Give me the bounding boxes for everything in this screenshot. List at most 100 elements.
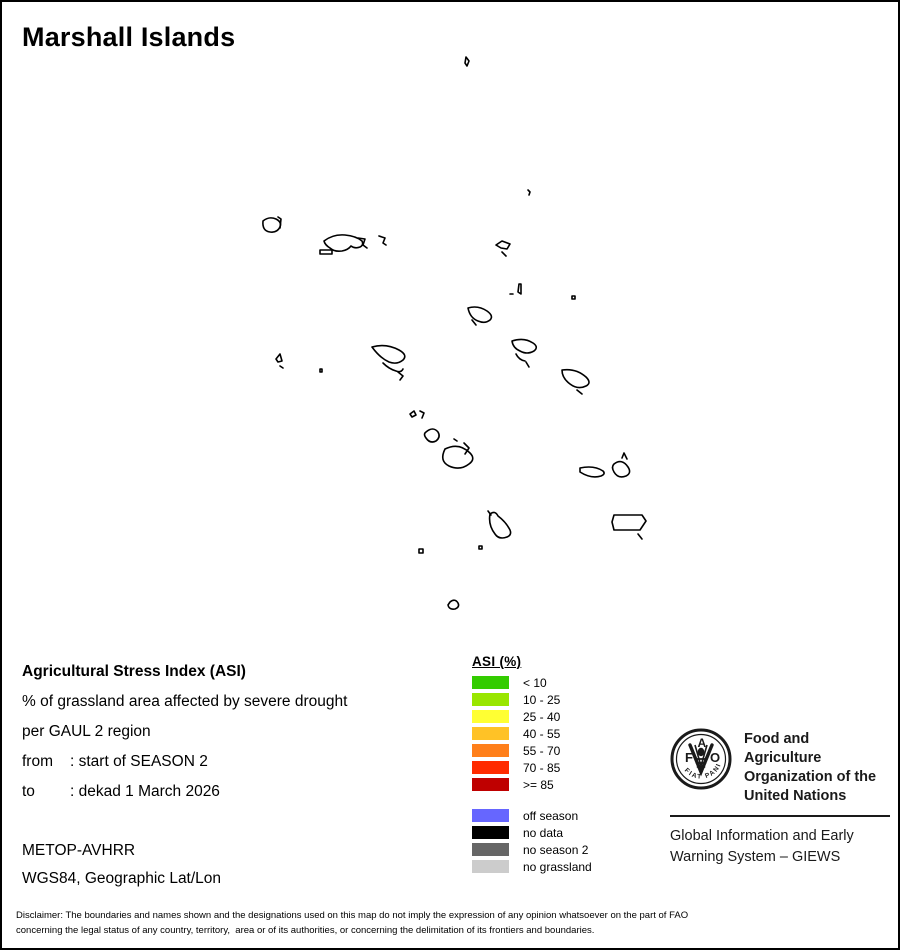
atoll-outline: [478, 545, 483, 550]
info-description-line-2: per GAUL 2 region: [22, 723, 151, 740]
info-period-from-value: : start of SEASON 2: [70, 753, 208, 770]
atoll-outline: [378, 235, 387, 246]
legend-status-swatch: [472, 809, 509, 822]
legend-status-row[interactable]: off season: [472, 807, 592, 824]
atoll-outline: [501, 251, 507, 257]
atoll-outline: [511, 338, 538, 354]
legend-class-label: 55 - 70: [523, 743, 561, 758]
atoll-outline: [423, 428, 440, 443]
atoll-outline: [561, 368, 590, 389]
legend-status-list: off season no data no season 2 no grassland: [472, 807, 592, 875]
info-projection: WGS84, Geographic Lat/Lon: [22, 870, 222, 887]
atoll-outline: [611, 460, 631, 478]
disclaimer-line-1: Disclaimer: The boundaries and names sho…: [16, 910, 689, 921]
legend-class-label: 10 - 25: [523, 692, 561, 707]
atoll-outline: [419, 410, 425, 419]
legend-class-label: 40 - 55: [523, 726, 561, 741]
info-description-line-1: % of grassland area affected by severe d…: [22, 693, 348, 710]
legend-class-row[interactable]: >= 85: [472, 776, 592, 793]
atoll-outline: [579, 466, 605, 478]
svg-text:F: F: [685, 750, 693, 765]
atoll-outline: [621, 452, 628, 460]
atoll-outline: [371, 344, 406, 364]
legend-class-row[interactable]: 25 - 40: [472, 708, 592, 725]
atoll-outline: [576, 389, 583, 395]
legend-status-swatch: [472, 826, 509, 839]
fao-emblem-icon: F A O FIAT PANIS: [667, 723, 732, 790]
legend-class-row[interactable]: 40 - 55: [472, 725, 592, 742]
atoll-outline: [382, 362, 404, 373]
atoll-outline: [447, 599, 460, 610]
atoll-outline: [319, 368, 323, 373]
atoll-outline: [275, 353, 283, 363]
legend-title: ASI (%): [472, 654, 522, 669]
atoll-outline: [611, 514, 647, 531]
legend-class-row[interactable]: < 10: [472, 674, 592, 691]
svg-text:A: A: [698, 736, 707, 750]
atoll-outline: [262, 217, 282, 233]
legend-class-list: < 10 10 - 25 25 - 40 40 - 55 55 - 70 70 - 85 >…: [472, 674, 592, 793]
atoll-outline: [467, 306, 493, 324]
atoll-outline: [527, 189, 531, 196]
source-block: METOP-AVHRR WGS84, Geographic Lat/Lon: [22, 837, 452, 893]
info-period-from: from : start of SEASON 2: [22, 747, 452, 777]
atoll-outline: [277, 216, 282, 229]
atoll-outline: [571, 295, 576, 300]
atoll-outline: [279, 365, 284, 369]
info-period-from-key: from: [22, 753, 53, 770]
legend-status-label: off season: [523, 808, 579, 823]
info-period-to: to: dekad 1 March 2026: [22, 777, 452, 807]
legend-status-label: no grassland: [523, 859, 592, 874]
legend-spacer: [472, 793, 592, 807]
atoll-outline: [397, 371, 404, 381]
atoll-outline: [441, 445, 474, 469]
fao-divider: [670, 815, 890, 817]
legend-class-label: 70 - 85: [523, 760, 561, 775]
info-sensor: METOP-AVHRR: [22, 842, 136, 859]
atoll-outline: [319, 249, 333, 255]
legend-status-row[interactable]: no data: [472, 824, 592, 841]
info-block: Agricultural Stress Index (ASI) % of gra…: [22, 657, 452, 807]
giews-system-name: Global Information and Early Warning Sys…: [670, 828, 854, 865]
atoll-outline: [517, 283, 522, 295]
svg-text:O: O: [710, 750, 720, 765]
legend-class-label: 25 - 40: [523, 709, 561, 724]
legend-class-row[interactable]: 70 - 85: [472, 759, 592, 776]
atoll-outline: [464, 56, 470, 67]
disclaimer: Disclaimer: The boundaries and names sho…: [16, 908, 888, 938]
legend-class-label: < 10: [523, 675, 547, 690]
legend-class-row[interactable]: 55 - 70: [472, 742, 592, 759]
atoll-outline: [525, 361, 530, 368]
info-period-to-value: : dekad 1 March 2026: [70, 783, 220, 800]
fao-branding: F A O FIAT PANIS Food and Agriculture Or…: [667, 723, 890, 868]
legend-class-label: >= 85: [523, 777, 554, 792]
legend-class-swatch: [472, 761, 509, 774]
atoll-outline: [409, 410, 417, 418]
legend-status-label: no data: [523, 825, 564, 840]
legend-class-swatch: [472, 676, 509, 689]
marshall-islands-outlines: [262, 56, 647, 610]
atoll-outline: [323, 234, 364, 252]
legend-status-row[interactable]: no grassland: [472, 858, 592, 875]
legend-class-swatch: [472, 693, 509, 706]
atoll-outline: [453, 438, 458, 442]
legend-status-swatch: [472, 860, 509, 873]
atoll-outline: [515, 353, 526, 362]
legend-class-swatch: [472, 778, 509, 791]
map-legend: ASI (%) < 10 10 - 25 25 - 40 40 - 55 55 - 70…: [472, 654, 592, 875]
atoll-outline: [487, 510, 492, 516]
atoll-outline: [471, 319, 477, 326]
atoll-outline: [357, 237, 368, 249]
legend-class-row[interactable]: 10 - 25: [472, 691, 592, 708]
legend-class-swatch: [472, 727, 509, 740]
map-canvas[interactable]: [2, 2, 898, 642]
legend-status-row[interactable]: no season 2: [472, 841, 592, 858]
atoll-outline: [463, 442, 470, 455]
legend-status-label: no season 2: [523, 842, 589, 857]
page-title: Marshall Islands: [22, 22, 236, 52]
fao-organization-name: Food and Agriculture Organization of the…: [744, 731, 877, 804]
legend-status-swatch: [472, 843, 509, 856]
atoll-outline: [418, 548, 424, 554]
atoll-outline: [637, 533, 643, 540]
